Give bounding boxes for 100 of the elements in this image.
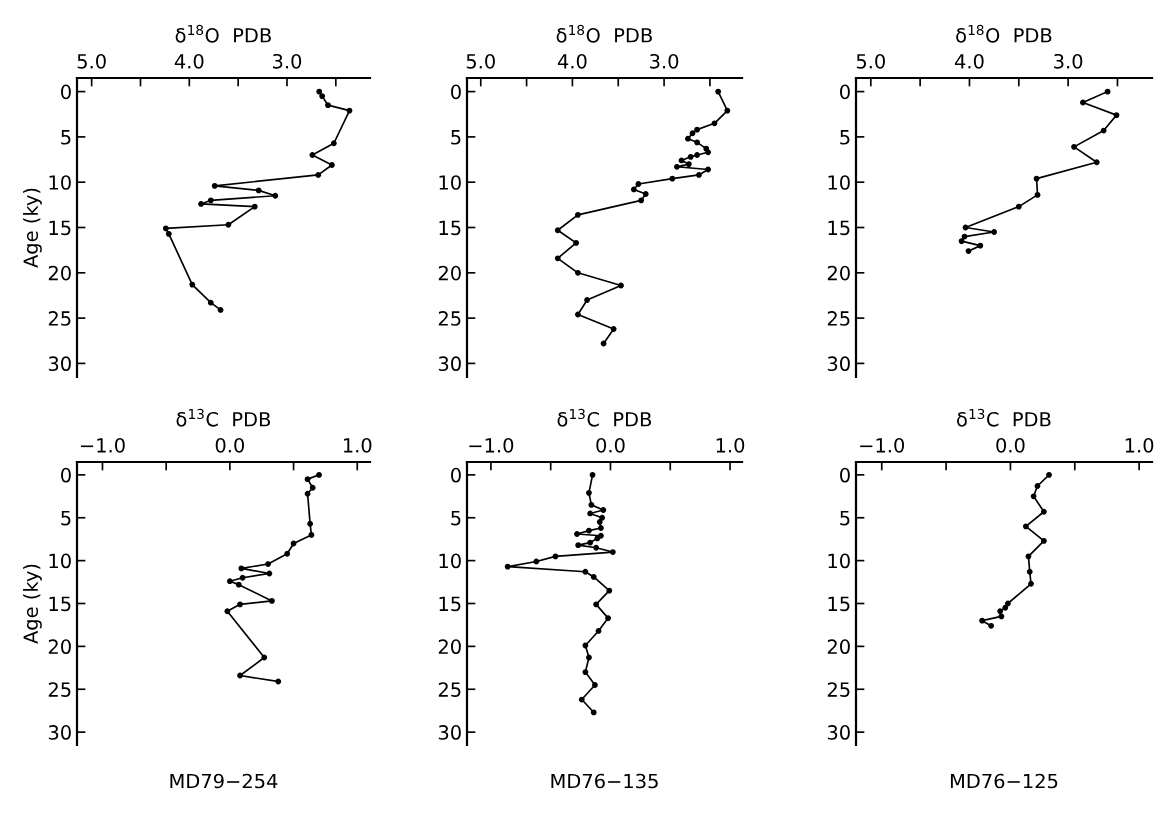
point <box>711 120 718 127</box>
point <box>630 186 637 193</box>
point <box>255 187 262 194</box>
y-tick-label: 5 <box>840 130 850 145</box>
point <box>592 682 598 688</box>
point <box>198 201 204 207</box>
point <box>597 525 604 531</box>
point <box>590 573 597 580</box>
point <box>587 539 594 546</box>
point <box>189 281 196 288</box>
point <box>965 248 972 254</box>
point <box>635 181 642 187</box>
x-tick-label: 1.0 <box>343 437 372 453</box>
point <box>587 510 594 517</box>
y-tick-label: 5 <box>61 130 71 145</box>
x-tick-label: 3.0 <box>1054 53 1083 69</box>
point <box>574 531 580 537</box>
point <box>600 507 607 513</box>
x-axis-title: δ$^{13}$C PDB <box>957 408 1051 427</box>
point <box>237 672 243 679</box>
point <box>346 107 353 114</box>
point <box>1034 483 1041 489</box>
x-tick-label: 0.0 <box>996 437 1025 453</box>
point <box>599 514 606 521</box>
point <box>237 601 243 608</box>
point <box>590 709 597 716</box>
point <box>684 135 691 142</box>
point <box>1040 508 1047 515</box>
x-tick-label: −1.0 <box>80 437 125 453</box>
point <box>554 255 561 262</box>
point <box>304 490 311 497</box>
point <box>962 224 969 231</box>
x-tick-label: 1.0 <box>1125 437 1154 453</box>
x-tick-label: 5.0 <box>77 53 106 69</box>
point <box>226 578 233 585</box>
y-tick-label: 15 <box>439 596 461 612</box>
y-tick-label: 0 <box>840 84 850 100</box>
point <box>669 175 676 182</box>
point <box>330 140 337 147</box>
point <box>319 93 326 100</box>
point <box>582 669 589 676</box>
point <box>224 608 231 615</box>
point <box>309 152 316 158</box>
point <box>265 561 272 567</box>
y-tick-label: 15 <box>439 220 461 236</box>
point <box>207 299 214 306</box>
y-tick-label: 10 <box>439 553 461 569</box>
y-tick-label: 30 <box>438 356 461 372</box>
y-tick-label: 20 <box>438 639 461 655</box>
x-axis-title: δ$^{18}$O PDB <box>956 24 1052 43</box>
point <box>1071 143 1077 150</box>
text: MD76−125 <box>950 773 1058 789</box>
y-tick-label: 25 <box>827 311 850 326</box>
x-tick-label: 4.0 <box>954 53 984 69</box>
point <box>609 549 616 555</box>
y-tick-label: 25 <box>827 682 850 697</box>
y-tick-label: 10 <box>49 175 71 190</box>
point <box>1004 600 1011 607</box>
y-tick-label: 10 <box>439 175 461 190</box>
x-axis-title: δ$^{13}$C PDB <box>176 408 271 427</box>
point <box>1022 523 1029 530</box>
point <box>533 558 540 565</box>
point <box>1025 553 1032 560</box>
point <box>574 269 581 276</box>
y-tick-label: 0 <box>61 84 71 100</box>
point <box>958 238 965 245</box>
point <box>689 130 696 137</box>
text: MD79−254 <box>170 773 278 789</box>
x-tick-label: 5.0 <box>466 53 495 69</box>
point <box>307 520 314 527</box>
point <box>673 163 680 170</box>
point <box>1015 203 1022 210</box>
point <box>1002 604 1009 611</box>
point <box>225 221 232 228</box>
point <box>251 203 258 210</box>
x-tick-label: 4.0 <box>174 53 204 69</box>
y-tick-label: 5 <box>61 510 71 526</box>
point <box>685 161 692 167</box>
point <box>589 471 596 478</box>
point <box>275 678 282 685</box>
point <box>309 484 316 491</box>
point <box>594 535 601 542</box>
x-tick-label: 3.0 <box>650 53 679 69</box>
point <box>304 476 311 483</box>
point <box>1080 99 1086 106</box>
y-tick-label: 0 <box>840 467 850 483</box>
point <box>239 574 246 581</box>
point <box>504 563 511 570</box>
y-tick-label: 25 <box>438 682 461 697</box>
y-tick-label: 20 <box>48 639 71 655</box>
point <box>1113 112 1120 119</box>
y-tick-label: 30 <box>827 725 850 740</box>
point <box>597 532 604 539</box>
x-tick-label: −1.0 <box>860 437 905 453</box>
y-tick-label: 25 <box>48 682 71 697</box>
point <box>582 568 589 575</box>
y-tick-label: 0 <box>451 467 461 483</box>
y-tick-label: 30 <box>48 356 71 372</box>
point <box>315 172 322 178</box>
point <box>694 126 701 133</box>
